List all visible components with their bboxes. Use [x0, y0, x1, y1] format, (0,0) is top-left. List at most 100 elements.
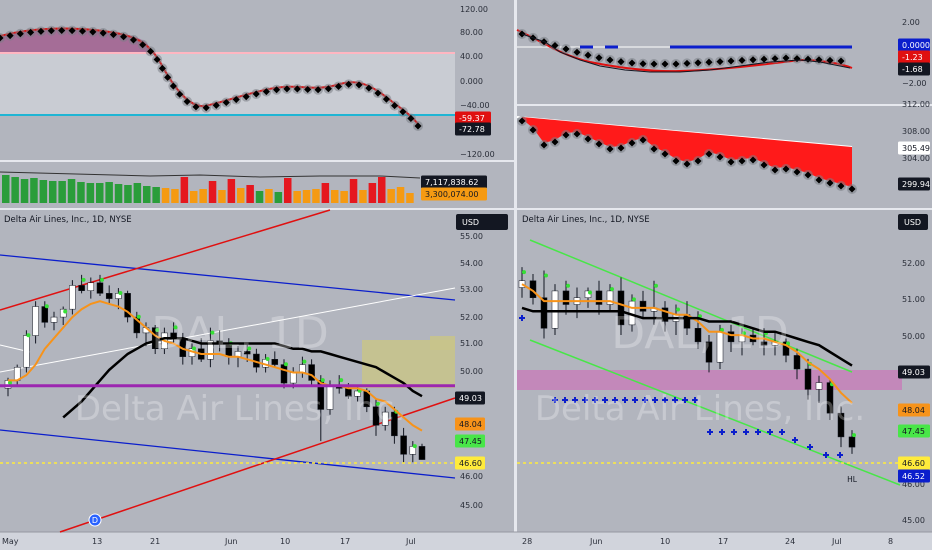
pane-divider-right-1[interactable]: [517, 104, 932, 106]
candle-body: [115, 293, 122, 299]
accum-dot: [771, 166, 779, 174]
left-currency-button[interactable]: USD: [456, 214, 508, 230]
right-candle: [551, 284, 559, 336]
candle-body: [540, 297, 548, 329]
trend-line-lower: [59, 397, 456, 533]
osc-dot: [164, 73, 172, 81]
candle-body: [133, 316, 141, 334]
osc-dot: [617, 58, 625, 66]
support-cross-marker: [719, 429, 725, 435]
volume-bar: [96, 183, 104, 203]
candle-body: [639, 300, 647, 312]
accum-dot: [584, 135, 592, 143]
pane-divider-right-2[interactable]: [517, 208, 932, 210]
volume-bar: [237, 188, 245, 203]
right-currency-button[interactable]: USD: [898, 214, 928, 230]
candle-body: [289, 372, 297, 384]
support-cross-marker: [662, 397, 668, 403]
accum-dot: [694, 157, 702, 165]
left-price-tick: 46.00: [460, 472, 483, 481]
signal-dot: [786, 341, 790, 346]
accum-dot: [628, 139, 636, 147]
candle-body: [551, 290, 559, 329]
svg-text:46.60: 46.60: [459, 459, 482, 468]
osc-dot: [176, 90, 184, 98]
signal-dot: [63, 309, 68, 314]
signal-dot: [588, 290, 592, 295]
osc-dot: [365, 84, 373, 92]
svg-text:47.45: 47.45: [902, 427, 925, 436]
support-cross-marker: [779, 429, 785, 435]
volume-bar: [406, 193, 414, 203]
accum-dot: [760, 161, 768, 169]
pane-divider-vertical[interactable]: [514, 0, 517, 550]
volume-bar: [114, 184, 123, 203]
candle-body: [727, 331, 735, 343]
right-watermark-name: Delta Air Lines, Inc.: [535, 389, 865, 429]
volume-bar: [161, 188, 170, 203]
left-osc-tick: −120.00: [460, 150, 495, 159]
right-osc1-badge: -1.68: [898, 62, 930, 76]
left-osc-badge: -72.78: [455, 122, 491, 136]
accum-deficit-fill: [522, 117, 852, 187]
accum-dot: [650, 145, 658, 153]
volume-bar: [2, 175, 10, 203]
right-osc2-tick: 304.00: [902, 154, 930, 163]
left-candle: [96, 274, 104, 296]
volume-bar: [218, 190, 226, 203]
pane-divider-left-1[interactable]: [0, 160, 514, 162]
volume-bar: [171, 189, 179, 203]
volume-bar: [284, 178, 292, 203]
signal-dot: [632, 297, 636, 302]
left-osc-tick: 0.000: [460, 77, 483, 86]
right-candle: [782, 338, 790, 363]
signal-dot: [412, 444, 417, 449]
dividend-event-marker[interactable]: D: [88, 513, 102, 527]
signal-dot: [118, 291, 123, 296]
left-candle: [207, 327, 215, 368]
accum-dot: [529, 126, 537, 134]
candle-body: [804, 368, 812, 390]
accum-dot: [617, 144, 625, 152]
support-cross-marker: [837, 452, 843, 458]
signal-dot: [265, 357, 270, 362]
accum-dot: [562, 131, 570, 139]
left-candle: [13, 364, 21, 386]
right-osc1-badge: 0.0000: [898, 38, 930, 52]
accum-dot: [815, 176, 823, 184]
accum-dot: [705, 150, 713, 158]
candle-body: [409, 446, 417, 455]
pane-divider-left-2[interactable]: [0, 208, 514, 210]
right-price-badge: 47.45: [898, 424, 930, 438]
candle-body: [381, 411, 389, 426]
right-candle: [540, 270, 548, 339]
osc-dot: [573, 48, 581, 56]
right-osc2-tick: 312.00: [902, 100, 930, 109]
svg-text:48.04: 48.04: [459, 420, 482, 429]
signal-dot: [320, 378, 325, 383]
candle-body: [41, 306, 49, 323]
left-watermark-name: Delta Air Lines, Inc.: [75, 389, 405, 429]
osc-dot: [192, 103, 200, 111]
right-price-tick: 51.00: [902, 295, 925, 304]
right-candle: [573, 287, 581, 319]
volume-bar: [340, 191, 348, 203]
right-candle: [727, 324, 735, 353]
accum-dot: [848, 185, 856, 193]
right-osc1-tick: −2.00: [902, 79, 927, 88]
osc-dot: [283, 85, 291, 93]
left-candle: [271, 351, 279, 368]
svg-text:49.03: 49.03: [902, 368, 925, 377]
svg-text:-59.37: -59.37: [459, 114, 485, 123]
osc-dot: [683, 59, 691, 67]
right-candle: [628, 294, 636, 332]
support-cross-marker: [692, 397, 698, 403]
right-osc1-badge: -1.23: [898, 50, 930, 64]
right-price-badge: 46.52: [898, 469, 930, 483]
accum-dot: [738, 157, 746, 165]
right-candle: [562, 280, 570, 315]
right-price-badge: 48.04: [898, 403, 930, 417]
left-candle: [41, 301, 49, 328]
macd-step-line: [521, 33, 851, 73]
candle-body: [372, 406, 380, 426]
